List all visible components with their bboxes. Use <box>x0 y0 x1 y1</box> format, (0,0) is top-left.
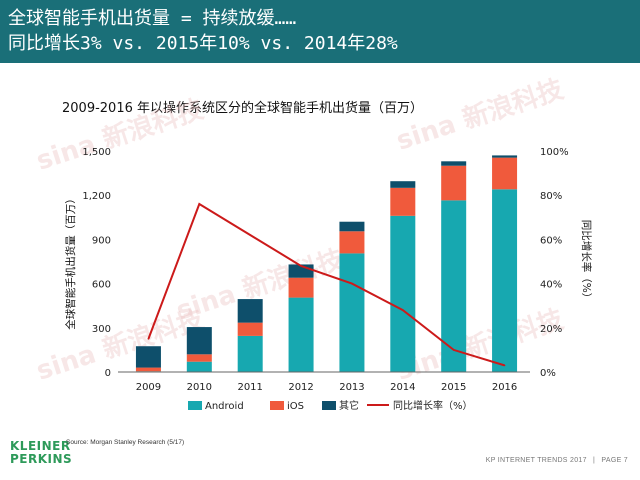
growth-point-2013 <box>351 282 353 285</box>
bar-其它-2011 <box>237 299 263 323</box>
legend-label-Android: Android <box>205 401 244 412</box>
y-tick-label-5: 1,500 <box>82 147 111 158</box>
bar-Android-2013 <box>339 253 365 372</box>
x-tick-label-2014: 2014 <box>390 382 415 393</box>
bar-其它-2009 <box>135 346 161 368</box>
bar-Android-2011 <box>237 335 263 372</box>
footer-report-name: KP INTERNET TRENDS 2017 <box>485 457 587 464</box>
y2-tick-label-1: 20% <box>540 324 562 335</box>
x-tick-label-2011: 2011 <box>237 382 262 393</box>
y-tick-label-1: 300 <box>92 324 111 335</box>
footer-separator: | <box>593 457 596 464</box>
chart-title: 2009-2016 年以操作系统区分的全球智能手机出货量（百万） <box>62 101 423 116</box>
footer: KP INTERNET TRENDS 2017 | PAGE 7 <box>482 457 628 464</box>
kleiner-perkins-logo: KLEINER PERKINS <box>10 440 72 466</box>
bar-其它-2016 <box>492 155 518 158</box>
growth-point-2015 <box>452 349 455 351</box>
y2-tick-label-4: 80% <box>540 191 562 202</box>
y-tick-label-4: 1,200 <box>82 191 111 202</box>
x-tick-label-2013: 2013 <box>339 382 364 393</box>
growth-point-2010 <box>198 203 201 205</box>
y-axis-title: 全球智能手机出货量（百万） <box>64 193 77 330</box>
bar-其它-2015 <box>441 161 467 166</box>
footer-page-number: PAGE 7 <box>601 457 628 464</box>
bar-iOS-2014 <box>390 187 416 216</box>
source-note: Source: Morgan Stanley Research (5/17) <box>66 439 185 446</box>
bar-Android-2012 <box>288 297 314 372</box>
growth-point-2009 <box>147 338 150 340</box>
y2-tick-label-5: 100% <box>540 147 569 158</box>
y2-tick-label-2: 40% <box>540 280 562 291</box>
bar-Android-2015 <box>441 200 467 372</box>
subheadline: 同比增长3% vs. 2015年10% vs. 2014年28% <box>8 33 398 54</box>
headline: 全球智能手机出货量 = 持续放缓…… <box>8 8 297 29</box>
growth-rate-line <box>147 202 505 367</box>
watermark-1: sina 新浪科技 <box>393 74 568 157</box>
bar-其它-2010 <box>186 327 212 355</box>
watermark-0: sina 新浪科技 <box>33 94 208 177</box>
bar-Android-2014 <box>390 215 416 372</box>
bar-iOS-2015 <box>441 165 467 201</box>
logo-line1: KLEINER <box>10 439 71 453</box>
x-tick-label-2015: 2015 <box>441 382 466 393</box>
growth-point-2012 <box>300 265 302 267</box>
bar-其它-2014 <box>390 181 416 188</box>
x-tick-label-2010: 2010 <box>187 382 212 393</box>
bar-iOS-2013 <box>339 231 365 254</box>
legend-swatch-iOS <box>270 401 284 410</box>
bar-iOS-2011 <box>237 322 263 336</box>
bar-其它-2013 <box>339 221 365 232</box>
y-tick-label-2: 600 <box>92 280 111 291</box>
bar-iOS-2009 <box>135 367 161 372</box>
y-tick-label-0: 0 <box>105 368 111 379</box>
logo-line2: PERKINS <box>10 452 73 466</box>
bar-Android-2016 <box>492 189 518 372</box>
growth-point-2016 <box>503 364 506 367</box>
legend-label-其它: 其它 <box>339 399 359 412</box>
legend-label-iOS: iOS <box>287 401 304 412</box>
growth-point-2014 <box>402 309 404 311</box>
header-banner: 全球智能手机出货量 = 持续放缓…… 同比增长3% vs. 2015年10% v… <box>0 0 640 63</box>
x-tick-label-2012: 2012 <box>288 382 313 393</box>
y2-tick-label-3: 60% <box>540 235 562 246</box>
y2-axis-title: 同比增长率（%） <box>580 220 593 303</box>
x-tick-label-2009: 2009 <box>136 382 161 393</box>
legend-label-growth: 同比增长率（%） <box>393 399 473 412</box>
bar-iOS-2010 <box>186 354 212 362</box>
growth-point-2011 <box>249 234 251 236</box>
bar-iOS-2012 <box>288 277 314 298</box>
legend-swatch-其它 <box>322 401 336 410</box>
bar-Android-2010 <box>186 361 212 372</box>
x-tick-label-2016: 2016 <box>492 382 517 393</box>
bar-iOS-2016 <box>492 157 518 190</box>
y2-tick-label-0: 0% <box>540 368 556 379</box>
y-tick-label-3: 900 <box>92 235 111 246</box>
legend-swatch-Android <box>188 401 202 410</box>
